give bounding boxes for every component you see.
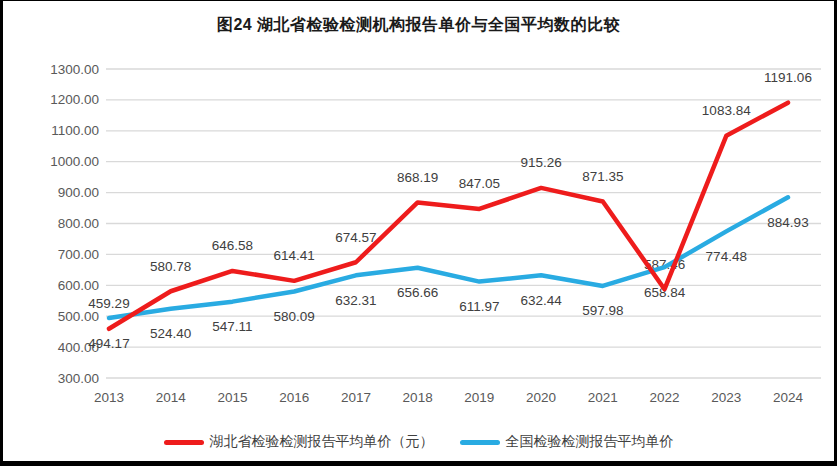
data-label: 597.98: [582, 303, 623, 318]
chart-frame: 图24 湖北省检验检测机构报告单价与全国平均数的比较 300.00400.005…: [0, 0, 837, 466]
series-line-national: [109, 197, 788, 318]
y-axis-tick-label: 900.00: [58, 185, 99, 200]
x-axis-tick-label: 2020: [526, 390, 556, 405]
y-axis-tick-label: 800.00: [58, 216, 99, 231]
y-axis-tick-label: 600.00: [58, 278, 99, 293]
y-axis-tick-label: 700.00: [58, 247, 99, 262]
y-axis-tick-label: 300.00: [58, 371, 99, 386]
legend-label-national: 全国检验检测报告平均单价: [506, 433, 674, 451]
data-label: 774.48: [706, 249, 747, 264]
x-axis-tick-label: 2021: [588, 390, 618, 405]
x-axis-tick-label: 2013: [94, 390, 124, 405]
data-label: 674.57: [335, 230, 376, 245]
data-label: 1191.06: [764, 70, 812, 85]
data-label: 580.09: [274, 309, 315, 324]
data-label: 547.11: [212, 319, 252, 334]
legend-label-hubei: 湖北省检验检测报告平均单价（元）: [210, 433, 434, 451]
x-axis-tick-label: 2016: [279, 390, 309, 405]
data-label: 611.97: [459, 299, 499, 314]
legend-item-national: 全国检验检测报告平均单价: [460, 433, 674, 451]
data-label: 1083.84: [702, 103, 751, 118]
data-label: 884.93: [767, 215, 808, 230]
y-axis-tick-label: 1200.00: [50, 92, 99, 107]
data-label: 614.41: [274, 248, 315, 263]
data-label: 915.26: [520, 155, 561, 170]
chart-legend: 湖北省检验检测报告平均单价（元） 全国检验检测报告平均单价: [3, 433, 834, 451]
data-label: 524.40: [150, 326, 191, 341]
data-label: 646.58: [212, 238, 253, 253]
x-axis-tick-label: 2022: [650, 390, 680, 405]
x-axis-tick-label: 2017: [341, 390, 371, 405]
x-axis-tick-label: 2018: [403, 390, 433, 405]
x-axis-tick-label: 2015: [217, 390, 247, 405]
legend-swatch-hubei-icon: [164, 440, 204, 445]
data-label: 656.66: [397, 285, 438, 300]
x-axis-tick-label: 2019: [464, 390, 494, 405]
legend-item-hubei: 湖北省检验检测报告平均单价（元）: [164, 433, 434, 451]
legend-swatch-national-icon: [460, 440, 500, 445]
y-axis-tick-label: 1300.00: [50, 62, 99, 77]
x-axis-tick-label: 2014: [156, 390, 187, 405]
data-label: 459.29: [88, 296, 129, 311]
data-label: 868.19: [397, 170, 438, 185]
data-label: 632.31: [335, 293, 376, 308]
data-label: 632.44: [520, 293, 562, 308]
x-axis-tick-label: 2023: [711, 390, 741, 405]
y-axis-tick-label: 1100.00: [51, 123, 99, 138]
y-axis-tick-label: 1000.00: [50, 154, 99, 169]
data-label: 847.05: [459, 176, 500, 191]
line-chart: 300.00400.00500.00600.00700.00800.00900.…: [3, 1, 837, 466]
data-label: 871.35: [582, 169, 623, 184]
x-axis-tick-label: 2024: [773, 390, 804, 405]
data-label: 494.17: [88, 336, 129, 351]
series-line-hubei: [109, 103, 788, 329]
data-label: 580.78: [150, 259, 191, 274]
